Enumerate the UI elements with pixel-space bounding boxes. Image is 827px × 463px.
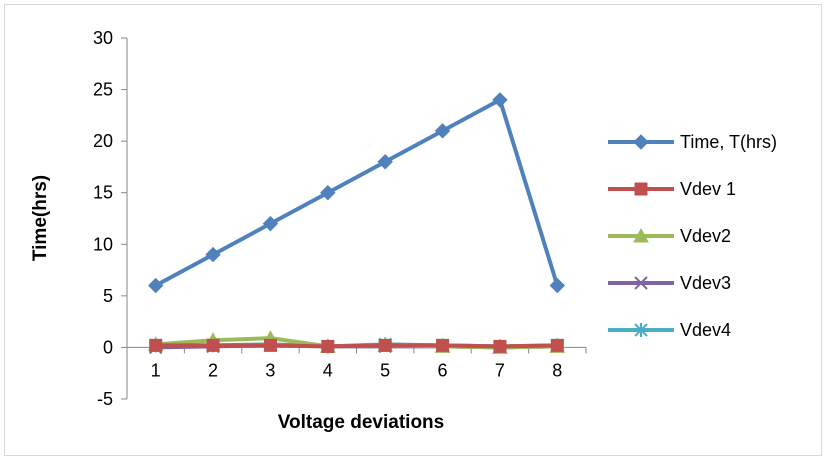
legend-marker <box>633 134 649 150</box>
chart-frame <box>4 4 822 456</box>
x-tick-label: 2 <box>208 360 218 380</box>
x-tick-label: 4 <box>323 360 333 380</box>
legend-item: Time, T(hrs) <box>608 132 777 152</box>
legend-item: Vdev 1 <box>608 179 736 199</box>
series-line <box>155 343 558 349</box>
series-1 <box>149 338 564 353</box>
x-axis-title: Voltage deviations <box>278 412 444 433</box>
legend-marker <box>634 323 648 337</box>
data-point <box>492 92 508 108</box>
data-point <box>378 338 392 352</box>
legend-label: Vdev2 <box>680 226 731 246</box>
y-tick-label: 30 <box>93 28 113 48</box>
x-tick-label: 7 <box>495 360 505 380</box>
series-layer <box>147 92 566 355</box>
y-tick-label: 20 <box>93 131 113 151</box>
data-point <box>321 339 335 353</box>
series-line <box>154 97 560 288</box>
x-tick-label: 8 <box>552 360 562 380</box>
data-point <box>262 215 279 232</box>
legend-marker <box>634 182 648 196</box>
legend-marker <box>634 276 648 290</box>
y-tick-label: 5 <box>103 286 113 306</box>
x-tick-label: 3 <box>265 360 275 380</box>
y-tick-label: -5 <box>97 389 113 409</box>
legend-label: Vdev4 <box>680 320 731 340</box>
y-tick-label: 10 <box>93 234 113 254</box>
data-point <box>493 339 507 353</box>
y-tick-label: 0 <box>103 337 113 357</box>
data-point <box>149 338 163 352</box>
data-point <box>206 338 220 352</box>
data-point <box>263 338 277 352</box>
data-point <box>377 154 393 170</box>
legend-label: Vdev 1 <box>680 179 736 199</box>
data-point <box>205 246 221 263</box>
data-point <box>147 277 164 294</box>
series-0 <box>147 92 566 294</box>
y-tick-label: 25 <box>93 80 113 100</box>
legend-item: Vdev2 <box>608 226 731 246</box>
x-tick-label: 5 <box>380 360 390 380</box>
legend-label: Time, T(hrs) <box>680 132 777 152</box>
data-point <box>320 185 336 201</box>
x-tick-label: 1 <box>151 360 161 380</box>
data-point <box>549 277 566 294</box>
data-point <box>550 338 564 352</box>
axes: -5 0 5 10 15 20 25 30 1 2 3 4 5 6 7 8 <box>93 28 587 409</box>
y-tick-label: 15 <box>93 183 113 203</box>
legend-item: Vdev4 <box>608 320 731 340</box>
legend: Time, T(hrs) Vdev 1 Vdev2 Vdev3 Vdev4 <box>608 132 777 340</box>
legend-item: Vdev3 <box>608 273 731 293</box>
legend-marker <box>633 227 649 243</box>
data-point <box>436 338 450 352</box>
data-point <box>434 123 451 139</box>
x-tick-label: 6 <box>438 360 448 380</box>
legend-label: Vdev3 <box>680 273 731 293</box>
y-axis-title: Time(hrs) <box>30 175 51 261</box>
